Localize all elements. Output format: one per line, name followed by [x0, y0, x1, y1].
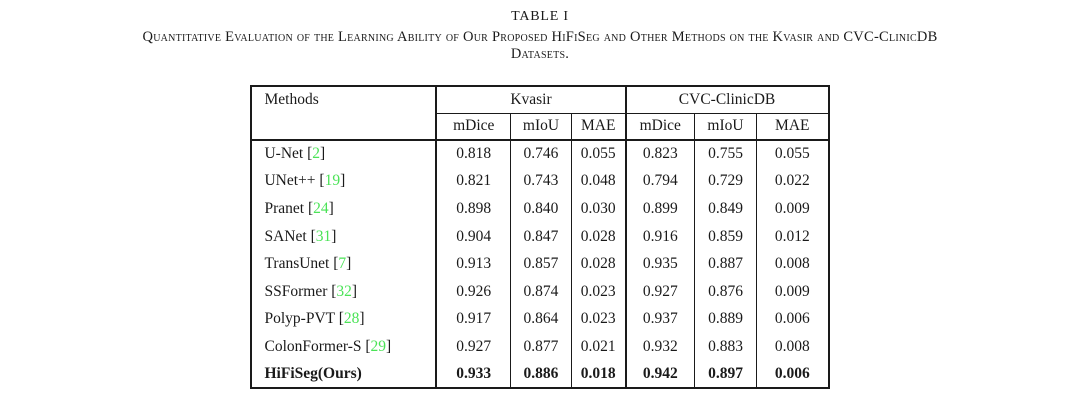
metric-value: 0.030	[570, 195, 626, 223]
metric-value: 0.927	[435, 333, 511, 361]
metric-value: 0.926	[435, 277, 511, 306]
group-header-row: Methods Kvasir CVC-ClinicDB	[250, 86, 829, 141]
metric-value: 0.009	[755, 277, 829, 306]
citation-link[interactable]: 2	[312, 145, 321, 163]
metric-value: 0.942	[624, 360, 695, 389]
metric-value: 0.927	[624, 277, 695, 306]
metric-value: 0.857	[509, 250, 572, 278]
column-header-miou-kvasir: mIoU	[509, 113, 572, 141]
column-group-kvasir: Kvasir	[435, 86, 626, 114]
metric-value: 0.048	[570, 167, 626, 196]
metric-value: 0.877	[509, 333, 572, 361]
metric-value: 0.009	[755, 195, 829, 223]
citation-link[interactable]: 28	[343, 310, 360, 328]
metric-value: 0.937	[624, 305, 695, 334]
citation-link[interactable]: 32	[336, 282, 352, 300]
metric-value: 0.935	[624, 250, 695, 278]
metric-value: 0.898	[435, 195, 511, 223]
table-row: Pranet [24] 0.898 0.840 0.030 0.899 0.849 0.00…	[250, 195, 829, 223]
metric-value: 0.874	[509, 277, 572, 306]
metric-value: 0.932	[624, 333, 695, 361]
metric-value: 0.729	[694, 167, 757, 196]
column-header-methods: Methods	[250, 86, 437, 141]
caption-line-1: Quantitative Evaluation of the Learning …	[142, 29, 938, 45]
sub-header-row: mDice mIoU MAE mDice mIoU MAE	[251, 113, 829, 141]
metric-value: 0.818	[435, 140, 511, 168]
table-row: SANet [31] 0.904 0.847 0.028 0.916 0.859 0.012	[250, 222, 829, 251]
metric-value: 0.055	[755, 140, 829, 168]
table-row: SSFormer [32] 0.926 0.874 0.023 0.927 0.876 0.…	[250, 277, 829, 306]
column-header-mdice-cvc: mDice	[624, 113, 695, 141]
metric-value: 0.876	[694, 277, 757, 306]
metric-value: 0.006	[755, 305, 829, 334]
metric-value: 0.913	[435, 250, 511, 278]
metric-value: 0.006	[755, 360, 829, 389]
table-row: ColonFormer-S [29] 0.927 0.877 0.021 0.932 0.…	[250, 333, 829, 361]
citation-link[interactable]: 7	[338, 255, 347, 273]
column-header-miou-cvc: mIoU	[694, 113, 757, 141]
method-name: TransUnet [7]	[250, 250, 437, 278]
metric-value: 0.889	[694, 305, 757, 334]
table-row: HiFiSeg(Ours) 0.933 0.886 0.018 0.942 0.897 0.…	[250, 360, 829, 389]
method-name: SSFormer [32]	[250, 277, 437, 306]
table-caption: Quantitative Evaluation of the Learning …	[0, 29, 1080, 63]
metric-value: 0.864	[509, 305, 572, 334]
table-body: U-Net [2] 0.818 0.746 0.055 0.823 0.755 0.055 U…	[250, 140, 829, 389]
method-name: U-Net [2]	[250, 140, 437, 168]
column-header-mae-cvc: MAE	[755, 113, 829, 141]
metric-value: 0.823	[624, 140, 695, 168]
metric-value: 0.746	[509, 140, 572, 168]
metric-value: 0.916	[624, 222, 695, 251]
method-name: UNet++ [19]	[250, 167, 437, 196]
metric-value: 0.859	[694, 222, 757, 251]
metric-value: 0.743	[509, 167, 572, 196]
metric-value: 0.821	[435, 167, 511, 196]
metric-value: 0.883	[694, 333, 757, 361]
metric-value: 0.028	[570, 250, 626, 278]
metric-value: 0.886	[509, 360, 572, 389]
metric-value: 0.849	[694, 195, 757, 223]
method-name: Polyp-PVT [28]	[250, 305, 437, 334]
citation-link[interactable]: 24	[313, 199, 329, 217]
metric-value: 0.028	[570, 222, 626, 251]
metric-value: 0.794	[624, 167, 695, 196]
table-row: U-Net [2] 0.818 0.746 0.055 0.823 0.755 0.055	[250, 140, 829, 168]
metric-value: 0.055	[570, 140, 626, 168]
method-name: HiFiSeg(Ours)	[250, 360, 437, 389]
metric-value: 0.021	[570, 333, 626, 361]
citation-link[interactable]: 31	[315, 227, 332, 245]
method-name: SANet [31]	[250, 222, 437, 251]
citation-link[interactable]: 29	[370, 337, 387, 355]
table-header: Methods Kvasir CVC-ClinicDB mDice mIoU M…	[250, 86, 829, 141]
metric-value: 0.897	[694, 360, 757, 389]
caption-line-2: Datasets.	[510, 46, 570, 62]
citation-link[interactable]: 19	[324, 172, 341, 190]
table-title: TABLE I	[511, 9, 569, 24]
metric-value: 0.022	[755, 167, 829, 196]
table-row: TransUnet [7] 0.913 0.857 0.028 0.935 0.887 0.…	[250, 250, 829, 278]
metric-value: 0.840	[509, 195, 572, 223]
table-row: UNet++ [19] 0.821 0.743 0.048 0.794 0.729 0.02…	[250, 167, 829, 196]
table-heading-block: TABLE I Quantitative Evaluation of the L…	[0, 0, 1080, 63]
results-table: Methods Kvasir CVC-ClinicDB mDice mIoU M…	[250, 85, 830, 390]
metric-value: 0.917	[435, 305, 511, 334]
metric-value: 0.887	[694, 250, 757, 278]
metric-value: 0.012	[755, 222, 829, 251]
column-header-mae-kvasir: MAE	[570, 113, 626, 141]
method-name: ColonFormer-S [29]	[250, 333, 437, 361]
table-row: Polyp-PVT [28] 0.917 0.864 0.023 0.937 0.889 0…	[250, 305, 829, 334]
column-header-mdice-kvasir: mDice	[435, 113, 511, 141]
metric-value: 0.933	[435, 360, 511, 389]
method-name: Pranet [24]	[250, 195, 437, 223]
metric-value: 0.018	[570, 360, 626, 389]
metric-value: 0.008	[755, 250, 829, 278]
metric-value: 0.904	[435, 222, 511, 251]
metric-value: 0.755	[694, 140, 757, 168]
metric-value: 0.023	[570, 305, 626, 334]
metric-value: 0.847	[509, 222, 572, 251]
metric-value: 0.899	[624, 195, 695, 223]
column-group-cvc-clinicdb: CVC-ClinicDB	[624, 86, 829, 114]
metric-value: 0.008	[755, 333, 829, 361]
metric-value: 0.023	[570, 277, 626, 306]
